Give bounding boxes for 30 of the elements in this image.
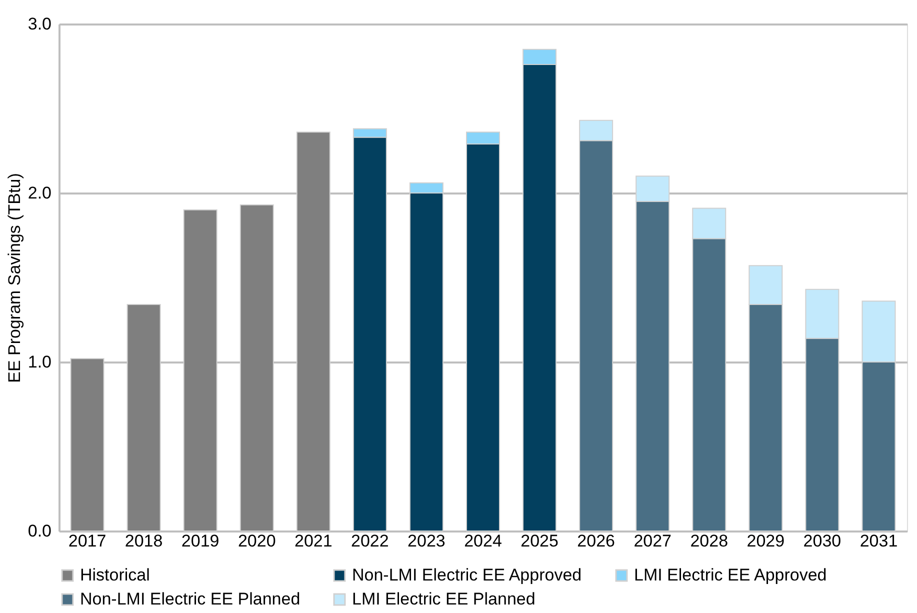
y-tick-label: 1.0	[28, 352, 52, 372]
x-tick-label: 2028	[690, 532, 728, 550]
x-tick-label: 2029	[746, 532, 785, 550]
x-tick-label: 2020	[238, 532, 276, 550]
x-tick-label: 2022	[351, 532, 389, 550]
legend-label: LMI Electric EE Approved	[634, 566, 827, 585]
x-tick-label: 2017	[68, 532, 106, 550]
x-tick-label: 2019	[181, 532, 220, 550]
bar	[183, 209, 218, 532]
x-tick-label: 2030	[803, 532, 842, 550]
legend-label: Historical	[80, 566, 150, 585]
x-tick-label: 2018	[124, 532, 163, 550]
x-tick-label: 2024	[464, 532, 502, 550]
x-tick-label: 2021	[294, 532, 332, 550]
x-tick-label: 2027	[634, 532, 672, 550]
legend-label: Non-LMI Electric EE Approved	[352, 566, 582, 585]
y-tick-label: 0.0	[28, 522, 52, 540]
y-tick-label: 2.0	[28, 184, 52, 202]
x-tick-label: 2023	[408, 532, 446, 550]
bar	[296, 132, 330, 532]
bar	[70, 358, 104, 532]
x-tick-label: 2026	[577, 532, 615, 550]
bar	[240, 204, 274, 532]
bar	[126, 304, 161, 532]
legend-label: Non-LMI Electric EE Planned	[80, 590, 300, 608]
x-tick-label: 2025	[520, 532, 558, 550]
legend-label: LMI Electric EE Planned	[352, 590, 536, 608]
x-tick-label: 2031	[860, 532, 898, 550]
y-axis-title: EE Program Savings (TBtu)	[4, 173, 24, 383]
y-tick-label: 3.0	[28, 14, 52, 34]
